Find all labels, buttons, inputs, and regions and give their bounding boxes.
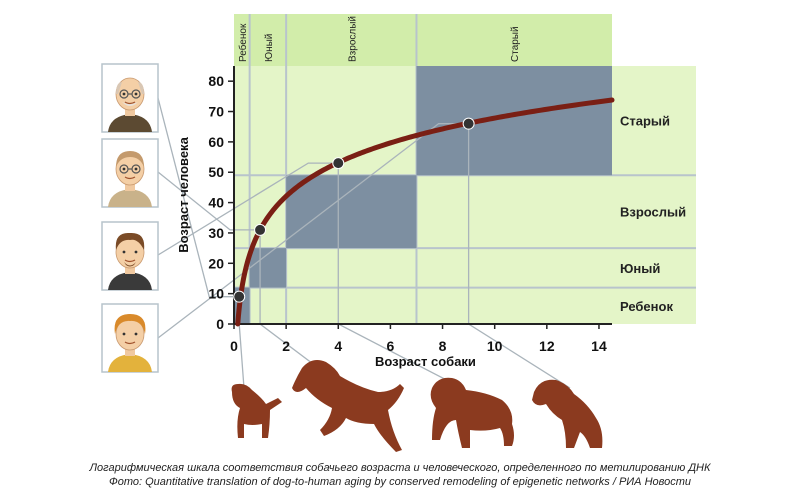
neck-shape — [125, 264, 135, 274]
human-portraits — [101, 63, 159, 373]
eye-shape — [122, 167, 126, 171]
old-man-icon — [101, 63, 159, 133]
y-tick-label: 40 — [208, 195, 224, 211]
shirt-shape — [108, 114, 152, 132]
neck-shape — [125, 346, 135, 356]
old-dog-icon — [532, 379, 603, 448]
data-point — [332, 157, 345, 170]
mouth-shape — [124, 101, 136, 105]
child-icon — [101, 303, 159, 373]
y-tick-label: 50 — [208, 164, 224, 180]
y-tick-label: 80 — [208, 73, 224, 89]
log-curve-line — [235, 97, 615, 327]
data-point — [462, 117, 475, 130]
adult-man-glasses-icon — [101, 138, 159, 208]
shirt-shape — [108, 272, 152, 290]
y-axis-label: Возраст человека — [176, 136, 191, 252]
shirt-shape — [108, 189, 152, 207]
hair-shape — [115, 232, 145, 250]
eye-shape — [134, 250, 138, 254]
caption-line-2: Фото: Quantitative translation of dog-to… — [108, 476, 692, 488]
x-tick-label: 8 — [439, 338, 447, 354]
y-tick-label: 60 — [208, 134, 224, 150]
stage-overlap-box — [286, 175, 417, 249]
mouth-shape — [124, 341, 136, 345]
human-connector — [157, 162, 339, 256]
hair-shape — [116, 151, 144, 167]
age-curve — [235, 97, 615, 327]
mouth-shape — [124, 176, 136, 180]
human-stage-label: Взрослый — [620, 205, 686, 220]
beard-shape — [124, 262, 136, 267]
stage-overlap-box — [416, 66, 612, 176]
x-axis-label: Возраст собаки — [375, 354, 476, 369]
dog-silhouettes — [231, 360, 603, 452]
y-tick-label: 30 — [208, 225, 224, 241]
stage-labels: Ребенок Юный Взрослый Старый Ребенок Юный Взро… — [237, 16, 686, 314]
eye-shape — [122, 92, 126, 96]
data-point — [233, 290, 246, 303]
dog-stage-header — [234, 14, 612, 66]
eye-shape — [134, 167, 138, 171]
caption-line-1: Логарифмическая шкала соответствия собач… — [89, 462, 711, 474]
mouth-shape — [124, 259, 136, 263]
highlighted-points — [233, 117, 475, 303]
eye-shape — [122, 250, 126, 254]
y-tick-label: 70 — [208, 104, 224, 120]
puppy-icon — [231, 383, 282, 438]
dog-stage-label: Старый — [510, 26, 521, 62]
x-tick-label: 10 — [487, 338, 503, 354]
x-tick-label: 6 — [387, 338, 395, 354]
y-tick-label: 10 — [208, 286, 224, 302]
eye-shape — [134, 332, 138, 336]
human-connector — [157, 97, 240, 298]
x-tick-label: 0 — [230, 338, 238, 354]
axes: 0 2 4 6 8 10 12 14 0 10 20 30 40 50 60 70 80 Возраст соба… — [176, 66, 612, 369]
dog-stage-label: Юный — [264, 34, 275, 62]
human-stage-label: Ребенок — [620, 299, 673, 314]
x-tick-label: 12 — [539, 338, 555, 354]
data-point — [254, 223, 267, 236]
dog-stage-label: Ребенок — [237, 23, 249, 62]
human-connector — [157, 171, 261, 231]
x-tick-label: 2 — [282, 338, 290, 354]
young-man-icon — [101, 221, 159, 291]
shirt-shape — [108, 354, 152, 372]
neck-shape — [125, 181, 135, 191]
neck-shape — [125, 106, 135, 116]
y-tick-label: 20 — [208, 255, 224, 271]
x-tick-label: 4 — [334, 338, 342, 354]
y-tick-label: 0 — [216, 316, 224, 332]
adult-dog-icon — [430, 377, 514, 448]
x-tick-label: 14 — [591, 338, 607, 354]
dog-stage-label: Взрослый — [347, 16, 358, 62]
human-stage-label: Юный — [620, 261, 660, 276]
hair-shape — [114, 314, 146, 334]
human-stage-label: Старый — [620, 114, 670, 129]
jumping-dog-icon — [292, 360, 404, 452]
eye-shape — [122, 332, 126, 336]
eye-shape — [134, 92, 138, 96]
